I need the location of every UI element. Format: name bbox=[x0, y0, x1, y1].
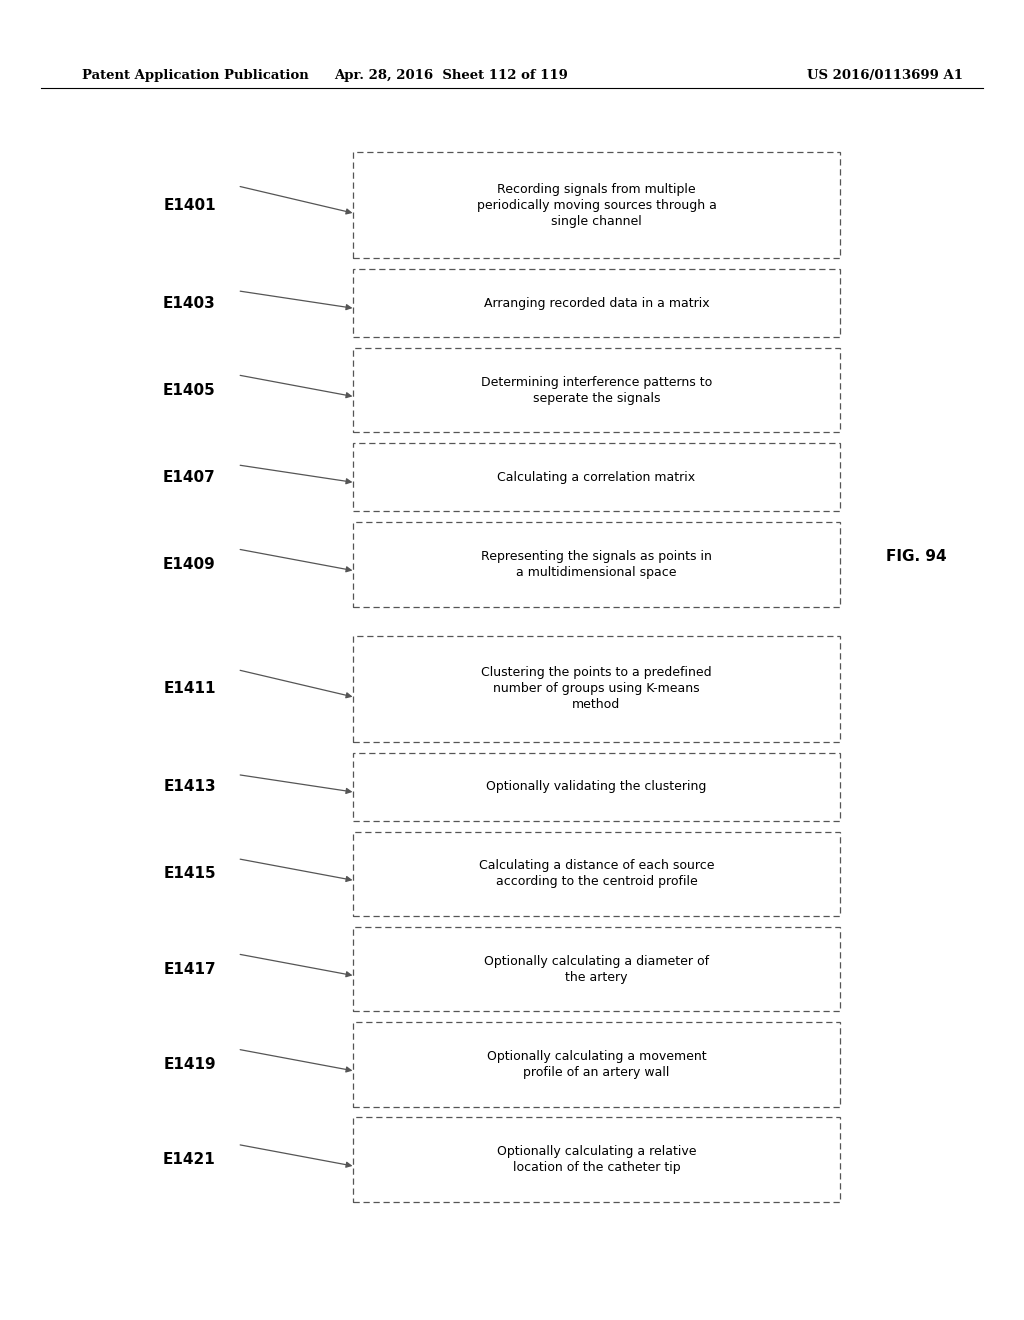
Text: E1407: E1407 bbox=[163, 470, 216, 484]
Text: Optionally calculating a relative
location of the catheter tip: Optionally calculating a relative locati… bbox=[497, 1146, 696, 1175]
Bar bbox=[353, 347, 840, 433]
Text: E1405: E1405 bbox=[163, 383, 216, 397]
Text: Arranging recorded data in a matrix: Arranging recorded data in a matrix bbox=[483, 297, 710, 310]
Text: Determining interference patterns to
seperate the signals: Determining interference patterns to sep… bbox=[481, 376, 712, 405]
Text: Clustering the points to a predefined
number of groups using K-means
method: Clustering the points to a predefined nu… bbox=[481, 667, 712, 711]
Bar bbox=[353, 1117, 840, 1203]
Text: Optionally calculating a movement
profile of an artery wall: Optionally calculating a movement profil… bbox=[486, 1049, 707, 1078]
Text: Apr. 28, 2016  Sheet 112 of 119: Apr. 28, 2016 Sheet 112 of 119 bbox=[334, 69, 567, 82]
Text: Representing the signals as points in
a multidimensional space: Representing the signals as points in a … bbox=[481, 549, 712, 578]
Bar bbox=[353, 444, 840, 511]
Text: E1411: E1411 bbox=[163, 681, 216, 697]
Bar bbox=[353, 927, 840, 1011]
Text: Calculating a correlation matrix: Calculating a correlation matrix bbox=[498, 471, 695, 483]
Text: E1419: E1419 bbox=[163, 1057, 216, 1072]
Bar bbox=[353, 1022, 840, 1106]
Text: E1417: E1417 bbox=[163, 962, 216, 977]
Bar bbox=[353, 752, 840, 821]
Bar bbox=[353, 636, 840, 742]
Bar bbox=[353, 832, 840, 916]
Text: Patent Application Publication: Patent Application Publication bbox=[82, 69, 308, 82]
Text: E1413: E1413 bbox=[163, 779, 216, 795]
Text: Calculating a distance of each source
according to the centroid profile: Calculating a distance of each source ac… bbox=[479, 859, 714, 888]
Text: FIG. 94: FIG. 94 bbox=[886, 549, 946, 564]
Text: E1409: E1409 bbox=[163, 557, 216, 572]
Text: Optionally validating the clustering: Optionally validating the clustering bbox=[486, 780, 707, 793]
Text: E1421: E1421 bbox=[163, 1152, 216, 1167]
Bar bbox=[353, 152, 840, 259]
Bar bbox=[353, 269, 840, 337]
Text: US 2016/0113699 A1: US 2016/0113699 A1 bbox=[807, 69, 963, 82]
Bar bbox=[353, 521, 840, 607]
Text: E1415: E1415 bbox=[163, 866, 216, 882]
Text: Optionally calculating a diameter of
the artery: Optionally calculating a diameter of the… bbox=[484, 954, 709, 983]
Text: E1403: E1403 bbox=[163, 296, 216, 310]
Text: E1401: E1401 bbox=[163, 198, 216, 213]
Text: Recording signals from multiple
periodically moving sources through a
single cha: Recording signals from multiple periodic… bbox=[476, 182, 717, 227]
